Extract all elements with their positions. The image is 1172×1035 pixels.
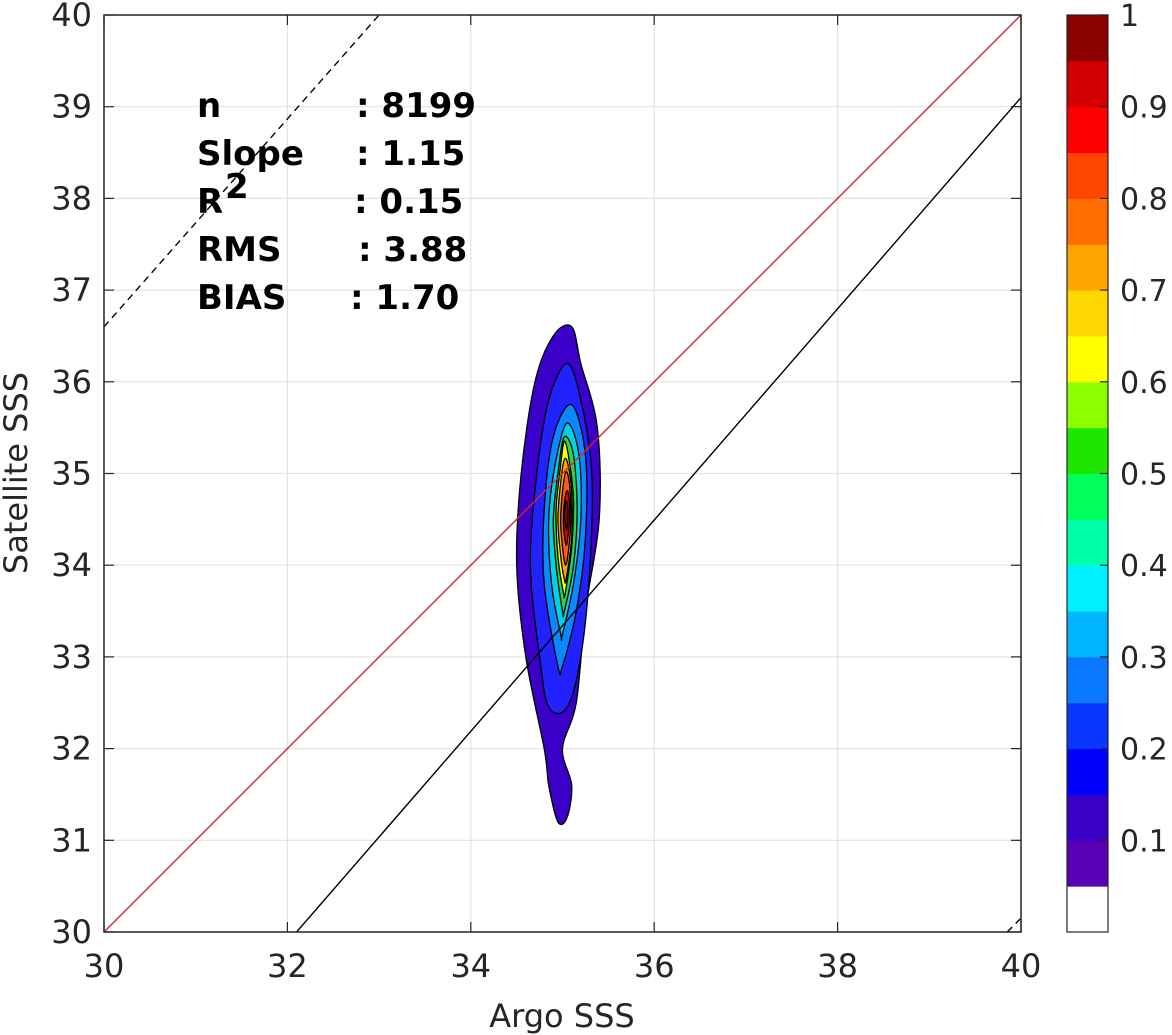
colorbar-segment [1067, 840, 1108, 887]
colorbar-segment [1067, 60, 1108, 108]
x-axis-label: Argo SSS [489, 997, 634, 1035]
x-tick-label: 30 [84, 947, 125, 985]
y-tick-label: 38 [51, 179, 92, 217]
stat-value: : 0.15 [354, 182, 463, 222]
stat-label: RMS [197, 230, 282, 270]
colorbar-tick-label: 0.8 [1120, 182, 1168, 217]
y-tick-label: 40 [51, 0, 92, 34]
one-to-one-line [104, 15, 1021, 932]
y-tick-label: 33 [51, 638, 92, 676]
y-tick-label: 35 [51, 455, 92, 493]
stat-label: BIAS [197, 278, 286, 318]
colorbar-segment [1067, 427, 1108, 474]
colorbar-segment [1067, 656, 1108, 704]
colorbar-tick-label: 0.5 [1120, 458, 1168, 493]
stat-value: : 1.15 [356, 134, 465, 174]
colorbar-segment [1067, 886, 1108, 933]
colorbar-tick-label: 0.1 [1120, 824, 1168, 859]
stat-label-superscript: 2 [225, 167, 249, 207]
colorbar-segment [1067, 152, 1108, 199]
colorbar-tick-label: 0.7 [1120, 274, 1168, 309]
colorbar-segment [1067, 519, 1108, 566]
x-tick-label: 38 [817, 947, 858, 985]
y-tick-label: 32 [51, 730, 92, 768]
colorbar-segment [1067, 702, 1108, 750]
stat-value: : 8199 [356, 86, 476, 126]
stat-label: n [197, 86, 221, 126]
axis-ticks: 30 32 34 36 38 40 30 31 32 33 34 35 36 37 38 39 40 [51, 0, 1041, 985]
colorbar-segment [1067, 565, 1108, 612]
fit-line [296, 97, 1021, 932]
y-tick-label: 34 [51, 546, 92, 584]
colorbar-tick-label: 0.4 [1120, 549, 1168, 584]
upper-line [104, 15, 380, 328]
colorbar-tick-label: 1 [1120, 0, 1139, 34]
colorbar-segment [1067, 15, 1108, 62]
stats-box: n : 8199 Slope : 1.15 R 2 : 0.15 RMS : 3.88 BIAS:… [197, 86, 476, 318]
y-tick-label: 36 [51, 363, 92, 401]
stat-label: Slope [197, 134, 304, 174]
colorbar-segment [1067, 611, 1108, 658]
y-tick-label: 31 [51, 821, 92, 859]
x-tick-label: 32 [267, 947, 308, 985]
colorbar-segment [1067, 290, 1108, 337]
colorbar-segment [1067, 748, 1108, 795]
stat-value: : 3.88 [358, 230, 467, 270]
stat-label: R [197, 182, 223, 222]
density-contours [515, 324, 601, 826]
lower-line [1006, 917, 1021, 932]
colorbar-tick-label: 0.3 [1120, 641, 1168, 676]
colorbar-segment [1067, 198, 1108, 245]
colorbar-tick-label: 0.9 [1120, 91, 1168, 126]
y-tick-label: 30 [51, 913, 92, 951]
colorbar-tick-label: 0.6 [1120, 366, 1168, 401]
colorbar: 0.1 0.2 0.3 0.4 0.5 0.6 0.7 0.8 0.9 1 [1066, 0, 1168, 933]
x-tick-label: 40 [1001, 947, 1042, 985]
y-tick-label: 39 [51, 88, 92, 126]
x-tick-label: 36 [634, 947, 675, 985]
colorbar-segment [1067, 335, 1108, 383]
colorbar-tick-label: 0.2 [1120, 733, 1168, 768]
colorbar-segment [1067, 106, 1108, 154]
colorbar-segment [1067, 381, 1108, 429]
y-axis-label: Satellite SSS [0, 372, 35, 574]
colorbar-segment [1067, 794, 1108, 841]
stat-value: : 1.70 [350, 278, 459, 318]
colorbar-segment [1067, 244, 1108, 291]
reference-lines [104, 15, 1021, 932]
x-tick-label: 34 [450, 947, 491, 985]
contour-level-1 [563, 500, 569, 532]
y-tick-label: 37 [51, 271, 92, 309]
colorbar-segment [1067, 473, 1108, 520]
